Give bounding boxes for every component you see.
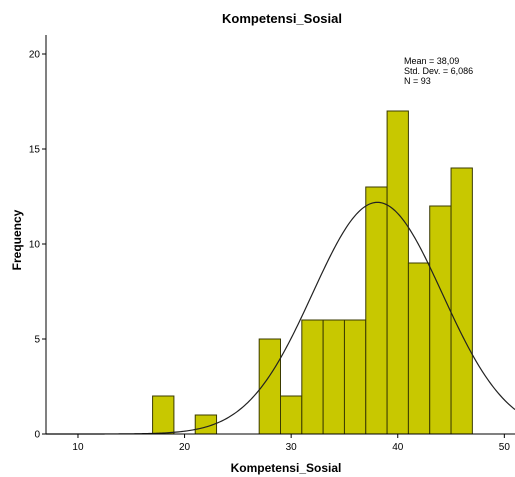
- x-tick-label: 50: [499, 442, 511, 453]
- stats-n: N = 93: [404, 76, 431, 86]
- chart-title: Kompetensi_Sosial: [222, 11, 342, 26]
- y-tick-label: 0: [34, 430, 40, 441]
- x-ticks-group: 10 20 30 40 50: [72, 434, 510, 453]
- y-axis-label: Frequency: [10, 209, 24, 270]
- y-ticks-group: 0 5 10 15 20: [29, 50, 46, 441]
- x-tick-label: 20: [179, 442, 191, 453]
- histogram-bar: [366, 187, 387, 434]
- histogram-bar: [281, 396, 302, 434]
- histogram-bar: [387, 111, 408, 434]
- stats-box: Mean = 38,09 Std. Dev. = 6,086 N = 93: [404, 56, 473, 86]
- histogram-bar: [408, 263, 429, 434]
- x-tick-label: 10: [72, 442, 84, 453]
- histogram-bar: [323, 320, 344, 434]
- y-tick-label: 10: [29, 240, 41, 251]
- stats-mean: Mean = 38,09: [404, 56, 459, 66]
- histogram-bar: [451, 168, 472, 434]
- bars-group: [153, 111, 473, 434]
- y-tick-label: 5: [34, 335, 40, 346]
- histogram-bar: [302, 320, 323, 434]
- x-tick-label: 40: [392, 442, 404, 453]
- stats-std-dev: Std. Dev. = 6,086: [404, 66, 473, 76]
- y-tick-label: 20: [29, 50, 41, 61]
- histogram-bar: [344, 320, 365, 434]
- y-tick-label: 15: [29, 145, 41, 156]
- x-tick-label: 30: [286, 442, 298, 453]
- x-axis-label: Kompetensi_Sosial: [231, 461, 342, 475]
- histogram-bar: [430, 206, 451, 434]
- histogram-bar: [153, 396, 174, 434]
